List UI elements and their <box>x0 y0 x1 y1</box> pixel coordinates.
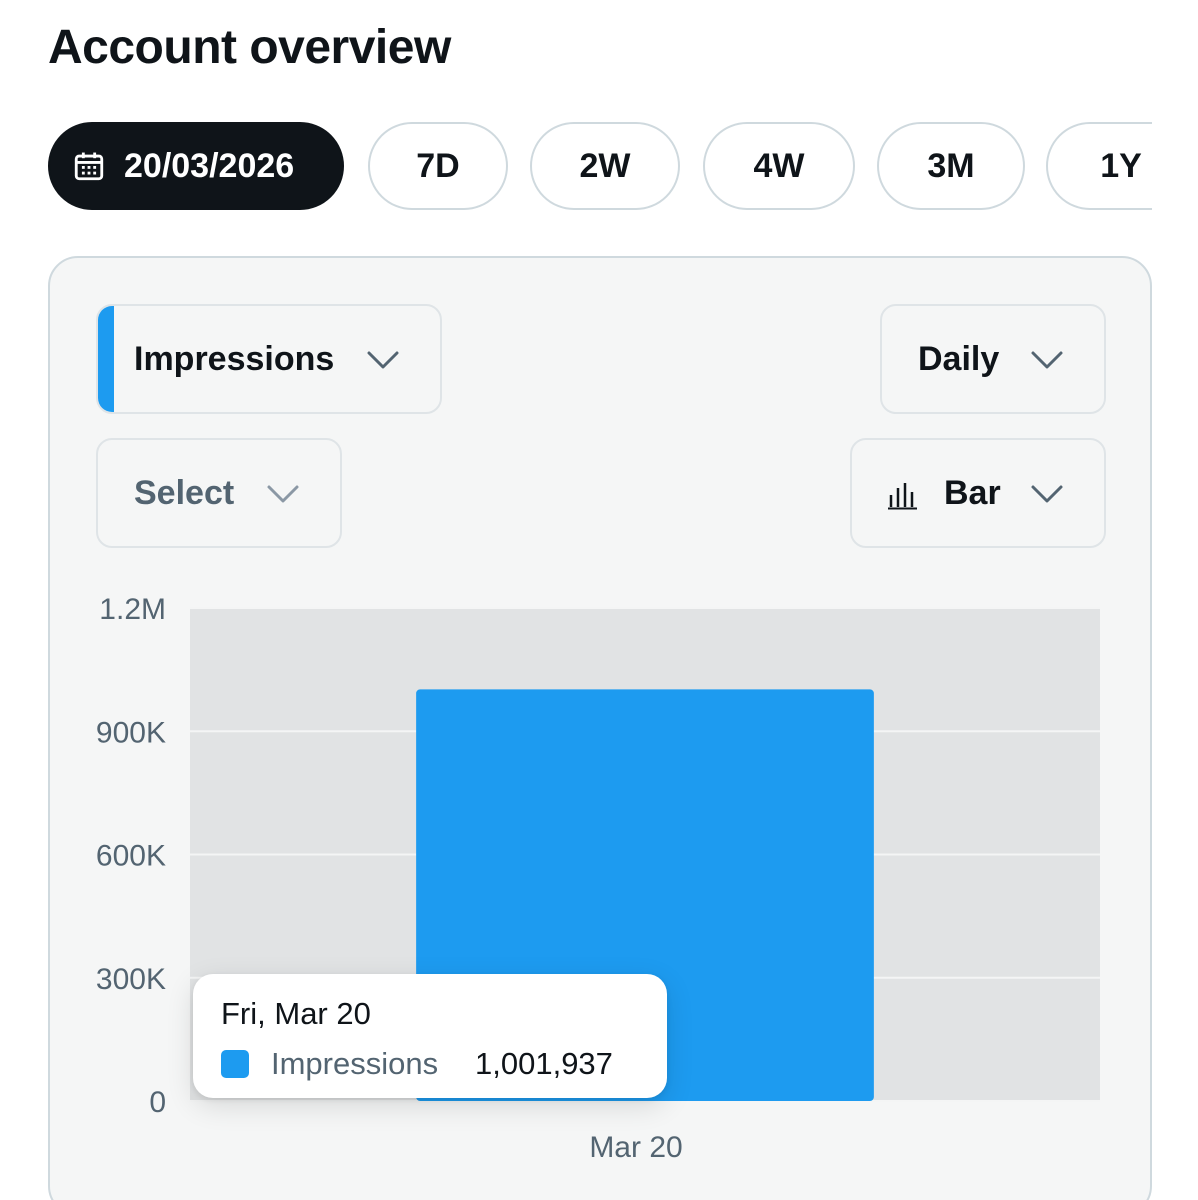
x-tick-label: Mar 20 <box>589 1131 682 1164</box>
range-2w-button[interactable]: 2W <box>530 122 680 210</box>
interval-dropdown-label: Daily <box>918 339 1000 378</box>
y-tick-label: 1.2M <box>99 593 166 626</box>
date-range-bar: 20/03/2026 7D 2W 4W 3M 1Y <box>48 122 1152 212</box>
date-picker-label: 20/03/2026 <box>124 146 295 185</box>
tooltip-date: Fri, Mar 20 <box>221 996 371 1031</box>
chevron-down-icon <box>367 351 399 369</box>
chevron-down-icon <box>267 485 299 503</box>
interval-dropdown[interactable]: Daily <box>880 304 1106 414</box>
compare-metric-dropdown[interactable]: Select <box>96 438 342 548</box>
date-picker-button[interactable]: 20/03/2026 <box>48 122 344 210</box>
chevron-down-icon <box>1031 485 1063 503</box>
compare-dropdown-label: Select <box>134 473 235 512</box>
range-1y-button[interactable]: 1Y <box>1046 122 1152 210</box>
y-tick-label: 300K <box>96 963 166 996</box>
metric-dropdown[interactable]: Impressions <box>96 304 442 414</box>
page-title: Account overview <box>48 21 451 74</box>
chart-card: Impressions Daily Select <box>48 256 1152 1200</box>
range-4w-button[interactable]: 4W <box>703 122 855 210</box>
range-7d-button[interactable]: 7D <box>368 122 508 210</box>
tooltip-series-swatch <box>221 1050 249 1078</box>
range-3m-button[interactable]: 3M <box>877 122 1025 210</box>
chart-tooltip: Fri, Mar 20 Impressions 1,001,937 <box>193 974 667 1098</box>
metric-dropdown-label: Impressions <box>134 339 335 378</box>
chart-type-label: Bar <box>944 473 1001 512</box>
y-tick-label: 0 <box>149 1086 166 1119</box>
calendar-icon <box>74 152 104 181</box>
chart-type-dropdown[interactable]: Bar <box>850 438 1106 548</box>
chevron-down-icon <box>1031 351 1063 369</box>
tooltip-series-label: Impressions <box>271 1046 439 1081</box>
metric-color-indicator <box>98 306 114 412</box>
bar-chart-icon <box>888 483 917 510</box>
y-tick-label: 900K <box>96 716 166 749</box>
tooltip-value: 1,001,937 <box>475 1046 613 1081</box>
y-tick-label: 600K <box>96 840 166 873</box>
